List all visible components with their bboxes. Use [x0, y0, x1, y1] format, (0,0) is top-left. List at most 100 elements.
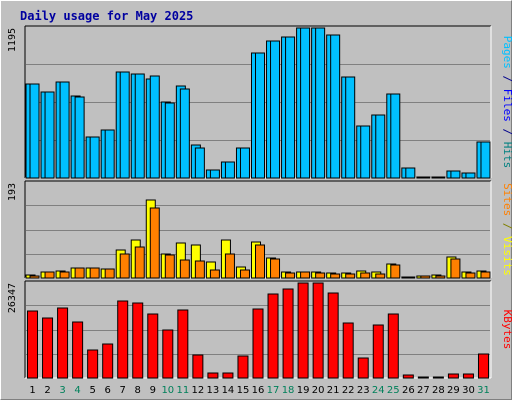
legend-entry: Pages	[501, 36, 512, 69]
bar-kbytes-day-8	[132, 302, 144, 379]
bar-kbytes-day-12	[192, 354, 204, 379]
bar-sites-day-7	[119, 253, 130, 279]
x-tick-label: 8	[135, 385, 141, 396]
bar-sites-day-30	[465, 272, 476, 279]
bar-sites-day-22	[345, 273, 356, 279]
x-tick-label: 7	[120, 385, 126, 396]
x-tick-label: 31	[477, 385, 490, 396]
bar-kbytes-day-25	[387, 313, 399, 379]
x-tick-label: 4	[74, 385, 80, 396]
bar-sites-day-15	[239, 269, 250, 279]
bar-hits-day-31	[480, 141, 491, 179]
bar-sites-day-12	[194, 260, 205, 279]
bar-kbytes-day-16	[252, 308, 264, 379]
bar-kbytes-day-17	[267, 293, 279, 379]
bar-hits-day-3	[59, 81, 70, 179]
bar-sites-day-17	[270, 258, 281, 279]
bar-kbytes-day-20	[312, 282, 324, 379]
bar-kbytes-day-3	[57, 307, 69, 379]
bar-hits-day-4	[74, 96, 85, 179]
bar-hits-day-30	[465, 172, 476, 179]
x-tick-label: 16	[252, 385, 265, 396]
x-tick-label: 27	[417, 385, 430, 396]
bar-sites-day-11	[179, 259, 190, 279]
bar-kbytes-day-22	[342, 322, 354, 379]
bar-hits-day-12	[194, 147, 205, 179]
legend-entry: /	[501, 216, 512, 236]
bar-sites-day-23	[360, 272, 371, 279]
bar-sites-day-2	[44, 271, 55, 279]
x-tick-label: 12	[192, 385, 205, 396]
bar-hits-day-27	[420, 176, 431, 179]
x-tick-label: 18	[282, 385, 295, 396]
legend-entry: /	[501, 69, 512, 89]
bar-kbytes-day-26	[402, 374, 414, 379]
bar-kbytes-day-30	[462, 373, 474, 379]
bar-hits-day-28	[435, 176, 446, 179]
bar-kbytes-day-23	[357, 357, 369, 379]
legend-entry: Visits	[501, 236, 512, 276]
bar-sites-day-1	[29, 275, 40, 279]
series-legend-bottom: KBytes	[501, 310, 512, 350]
bar-sites-day-8	[134, 246, 145, 279]
bar-sites-day-21	[330, 273, 341, 279]
bar-sites-day-28	[435, 275, 446, 279]
x-tick-label: 14	[222, 385, 235, 396]
bar-kbytes-day-14	[222, 372, 234, 379]
bar-kbytes-day-4	[72, 321, 84, 379]
y-max-label-bottom: 26347	[7, 283, 18, 313]
legend-entry: Hits	[501, 142, 512, 169]
bar-sites-day-6	[104, 268, 115, 279]
x-tick-label: 26	[402, 385, 415, 396]
bar-kbytes-day-13	[207, 372, 219, 379]
bar-hits-day-17	[270, 40, 281, 179]
bar-sites-day-10	[164, 254, 175, 279]
bar-sites-day-14	[224, 253, 235, 279]
bar-hits-day-5	[89, 136, 100, 179]
bar-sites-day-18	[285, 272, 296, 279]
bar-hits-day-18	[285, 36, 296, 179]
bar-sites-day-13	[209, 269, 220, 279]
bar-sites-day-5	[89, 267, 100, 279]
bar-hits-day-22	[345, 76, 356, 179]
bar-hits-day-26	[405, 167, 416, 179]
y-max-label-middle: 193	[7, 183, 18, 201]
bar-hits-day-19	[300, 27, 311, 179]
bar-kbytes-day-18	[282, 288, 294, 379]
bar-hits-day-9	[149, 75, 160, 179]
bar-kbytes-day-5	[87, 349, 99, 379]
bar-hits-day-6	[104, 129, 115, 179]
bar-sites-day-29	[450, 258, 461, 279]
x-tick-label: 24	[372, 385, 385, 396]
bar-sites-day-20	[315, 272, 326, 279]
x-tick-label: 5	[89, 385, 95, 396]
x-tick-label: 11	[176, 385, 189, 396]
x-tick-label: 19	[297, 385, 310, 396]
bar-kbytes-day-28	[432, 376, 444, 379]
x-tick-label: 17	[267, 385, 280, 396]
bar-kbytes-day-1	[27, 310, 39, 379]
bar-kbytes-day-31	[477, 353, 489, 379]
bar-sites-day-25	[390, 264, 401, 279]
x-tick-label: 22	[342, 385, 355, 396]
bar-hits-day-2	[44, 91, 55, 179]
bar-kbytes-day-19	[297, 282, 309, 379]
bar-hits-day-1	[29, 83, 40, 179]
bar-hits-day-10	[164, 102, 175, 179]
bar-sites-day-24	[375, 273, 386, 279]
x-tick-label: 23	[357, 385, 370, 396]
legend-entry: KBytes	[501, 310, 512, 350]
bar-hits-day-24	[375, 114, 386, 179]
bar-hits-day-23	[360, 125, 371, 179]
series-legend-top: Pages / Files / Hits	[501, 36, 512, 169]
bar-hits-day-8	[134, 73, 145, 179]
x-tick-label: 25	[387, 385, 400, 396]
chart-title: Daily usage for May 2025	[20, 9, 193, 23]
x-tick-label: 21	[327, 385, 340, 396]
bar-hits-day-21	[330, 34, 341, 179]
bar-sites-day-26	[405, 276, 416, 279]
legend-entry: /	[501, 122, 512, 142]
bar-sites-day-19	[300, 271, 311, 279]
bar-sites-day-31	[480, 271, 491, 279]
bar-sites-day-4	[74, 267, 85, 279]
